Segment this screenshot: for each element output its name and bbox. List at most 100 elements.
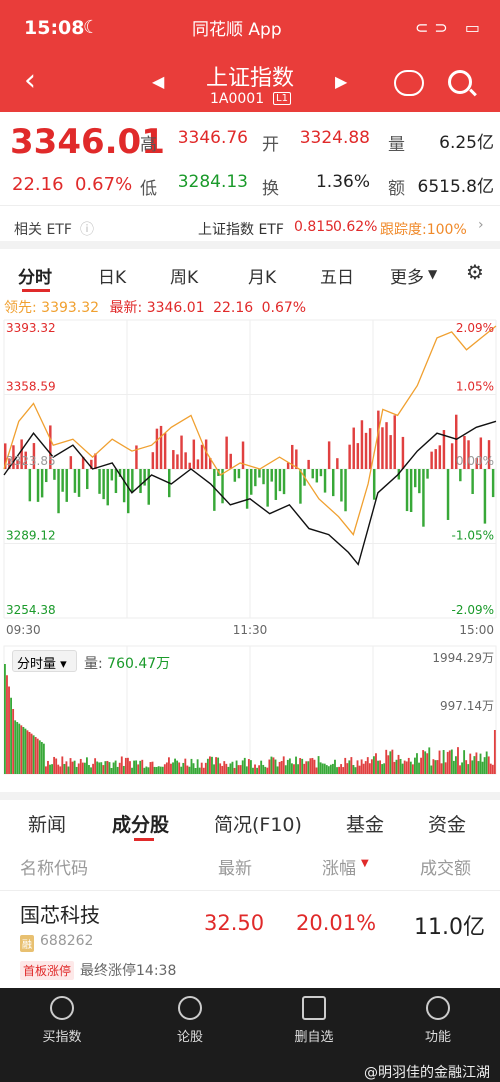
tab-week-k[interactable]: 周K bbox=[170, 268, 199, 288]
tab-news[interactable]: 新闻 bbox=[28, 814, 67, 836]
volume-bar bbox=[4, 664, 6, 774]
volume-bar bbox=[174, 758, 176, 774]
dropdown-icon[interactable]: ▼ bbox=[428, 267, 438, 281]
tab-more[interactable]: 更多 bbox=[390, 268, 424, 288]
volume-bar bbox=[270, 756, 273, 774]
col-amount[interactable]: 成交额 bbox=[420, 859, 471, 879]
volume-bar bbox=[206, 758, 209, 774]
price-bar-up bbox=[401, 436, 405, 469]
prev-arrow-icon[interactable]: ◀ bbox=[152, 72, 165, 91]
volume-bar bbox=[192, 763, 195, 774]
volume-bar bbox=[403, 760, 406, 774]
volume-bar bbox=[98, 762, 101, 774]
volume-bar bbox=[165, 762, 168, 774]
volume-bar bbox=[389, 751, 392, 774]
volume-bar bbox=[34, 737, 37, 774]
y-axis-label-left: 3393.32 bbox=[6, 321, 56, 335]
price-bar-down bbox=[221, 469, 224, 504]
volume-bar bbox=[81, 762, 84, 774]
list-item[interactable]: 国芯科技 融 688262 首板涨停 最终涨停14:38 32.50 20.01… bbox=[0, 890, 500, 988]
volume-bar bbox=[391, 749, 394, 774]
nav-discuss[interactable]: 论股 bbox=[150, 996, 230, 1045]
volume-bar bbox=[428, 747, 431, 774]
tab-f10[interactable]: 简况(F10) bbox=[214, 814, 302, 836]
search-icon[interactable] bbox=[448, 70, 472, 94]
settings-icon[interactable]: ⚙ bbox=[466, 260, 484, 284]
status-time: 15:08 bbox=[24, 17, 85, 39]
price-bar-down bbox=[266, 469, 269, 507]
level-badge: L1 bbox=[273, 92, 291, 105]
volume-bar bbox=[28, 732, 31, 774]
y-axis-label-right: 2.09% bbox=[456, 321, 494, 335]
next-arrow-icon[interactable]: ▶ bbox=[335, 72, 348, 91]
intraday-chart[interactable]: 3393.32 3358.59 3323.85 3289.12 3254.38 2.09%… bbox=[0, 316, 500, 786]
price-bar-up bbox=[196, 459, 200, 469]
chevron-right-icon[interactable]: › bbox=[478, 217, 484, 233]
volume-bar bbox=[383, 763, 386, 774]
price-bar-down bbox=[311, 469, 314, 479]
volume-bar bbox=[329, 764, 332, 774]
volume-bar bbox=[489, 763, 492, 774]
volume-bar bbox=[102, 765, 105, 774]
tab-day-k[interactable]: 日K bbox=[98, 268, 127, 288]
volume-bar bbox=[53, 756, 56, 774]
price-bar-up bbox=[188, 462, 191, 469]
volume-bar bbox=[135, 760, 138, 774]
related-etf-row[interactable]: 相关 ETF ⓘ 上证指数 ETF 0.815 0.62% 跟踪度:100% › bbox=[0, 205, 500, 249]
list-header: 名称代码 最新 涨幅 ▼ 成交额 bbox=[0, 846, 500, 886]
volume-bar bbox=[266, 767, 269, 774]
volume-bar bbox=[86, 757, 88, 774]
index-code: 1A0001 bbox=[210, 91, 265, 107]
y-axis-label-left: 3254.38 bbox=[6, 603, 56, 617]
price-bar-down bbox=[315, 469, 319, 483]
volume-type-dropdown[interactable]: 分时量 ▾ bbox=[12, 650, 77, 672]
volume-readout: 量: 760.47万 bbox=[84, 656, 171, 672]
volume-bar bbox=[237, 765, 240, 774]
volume-bar bbox=[149, 762, 152, 774]
volume-bar bbox=[71, 761, 74, 774]
nav-remove-watchlist[interactable]: 删自选 bbox=[274, 996, 354, 1045]
tab-five-day[interactable]: 五日 bbox=[320, 268, 354, 288]
volume-bar bbox=[67, 766, 70, 774]
y-axis-label-left: 3358.59 bbox=[6, 380, 56, 394]
price-bar-down bbox=[106, 469, 109, 506]
volume-bar bbox=[20, 725, 23, 774]
nav-buy-index[interactable]: 买指数 bbox=[22, 996, 102, 1045]
price-change: 22.16 0.67% bbox=[12, 174, 133, 195]
sort-desc-icon[interactable]: ▼ bbox=[361, 858, 369, 869]
volume-bar bbox=[47, 760, 49, 774]
minus-icon bbox=[302, 996, 326, 1020]
price-bar-down bbox=[414, 469, 417, 488]
nav-functions[interactable]: 功能 bbox=[398, 996, 478, 1045]
volume-bar bbox=[256, 767, 258, 774]
col-change[interactable]: 涨幅 bbox=[322, 859, 356, 879]
tab-components[interactable]: 成分股 bbox=[112, 814, 170, 836]
volume-bar bbox=[176, 760, 179, 774]
info-icon[interactable]: ⓘ bbox=[80, 222, 94, 238]
price-bar-down bbox=[250, 469, 253, 495]
tab-month-k[interactable]: 月K bbox=[248, 268, 277, 288]
volume-bar bbox=[131, 767, 133, 774]
back-icon[interactable]: ‹ bbox=[24, 63, 36, 98]
volume-bar bbox=[217, 757, 220, 774]
tab-capital[interactable]: 资金 bbox=[428, 814, 467, 836]
volume-bar bbox=[139, 760, 142, 774]
volume-bar bbox=[385, 749, 388, 774]
col-latest[interactable]: 最新 bbox=[218, 859, 252, 879]
tab-fund[interactable]: 基金 bbox=[346, 814, 385, 836]
volume-bar bbox=[483, 757, 486, 774]
volume-bar bbox=[153, 766, 156, 774]
volume-bar bbox=[407, 757, 410, 774]
volume-bar bbox=[12, 709, 15, 774]
robot-assistant-icon[interactable] bbox=[394, 70, 424, 96]
price-bar-down bbox=[118, 469, 122, 477]
volume-bar bbox=[36, 738, 39, 774]
price-bar-up bbox=[209, 457, 212, 469]
stock-change: 20.01% bbox=[296, 911, 377, 935]
volume-bar bbox=[108, 762, 111, 774]
tab-intraday[interactable]: 分时 bbox=[18, 268, 52, 288]
index-line bbox=[3, 420, 497, 566]
volume-bar bbox=[200, 762, 203, 774]
volume-bar bbox=[481, 761, 484, 774]
price-bar-up bbox=[291, 444, 294, 469]
